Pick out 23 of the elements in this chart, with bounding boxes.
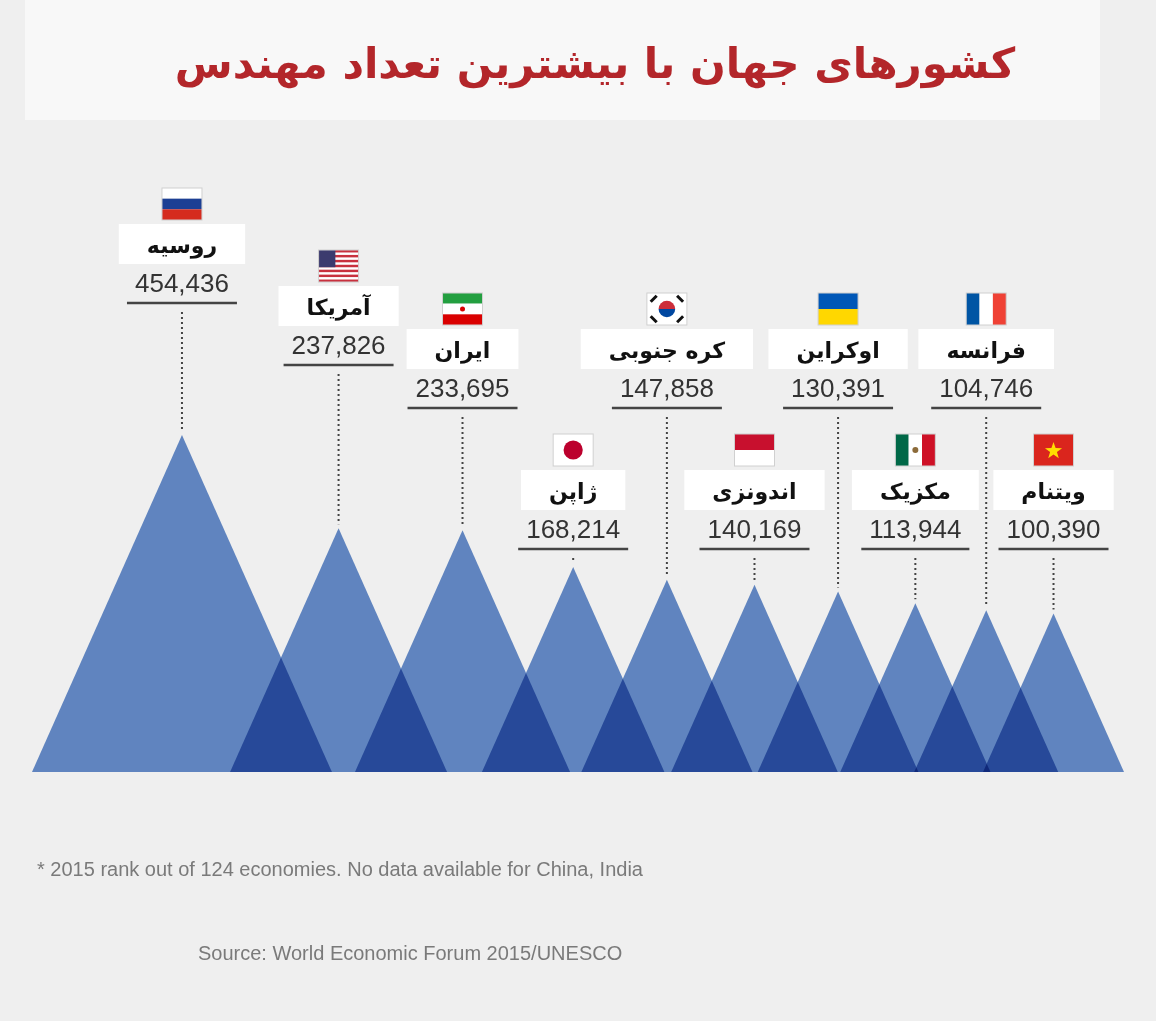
category-label: اندونزی [712, 479, 797, 504]
value-label: 237,826 [291, 330, 386, 360]
value-label: 140,169 [707, 514, 802, 544]
category-label: ویتنام [1021, 479, 1086, 504]
title: کشورهای جهان با بیشترین تعداد مهندس [174, 39, 1016, 88]
category-label: روسیه [146, 233, 218, 258]
value-label: 113,944 [869, 514, 962, 544]
annotation: Source: World Economic Forum 2015/UNESCO [198, 942, 623, 964]
value-label: 168,214 [526, 514, 621, 544]
value-label: 130,391 [791, 373, 886, 403]
category-label: آمریکا [306, 295, 371, 320]
category-label: ژاپن [549, 479, 598, 504]
category-label: اوکراین [796, 338, 880, 363]
category-label: فرانسه [946, 338, 1026, 363]
value-label: 100,390 [1006, 514, 1101, 544]
value-label: 454,436 [134, 268, 229, 298]
annotation: * 2015 rank out of 124 economies. No data available for China, India [37, 858, 643, 880]
value-label: 147,858 [619, 373, 714, 403]
category-label: ایران [434, 338, 491, 363]
value-label: 233,695 [415, 373, 510, 403]
category-label: کره جنوبی [608, 338, 726, 363]
value-label: 104,746 [939, 373, 1034, 403]
category-label: مکزیک [879, 479, 951, 504]
